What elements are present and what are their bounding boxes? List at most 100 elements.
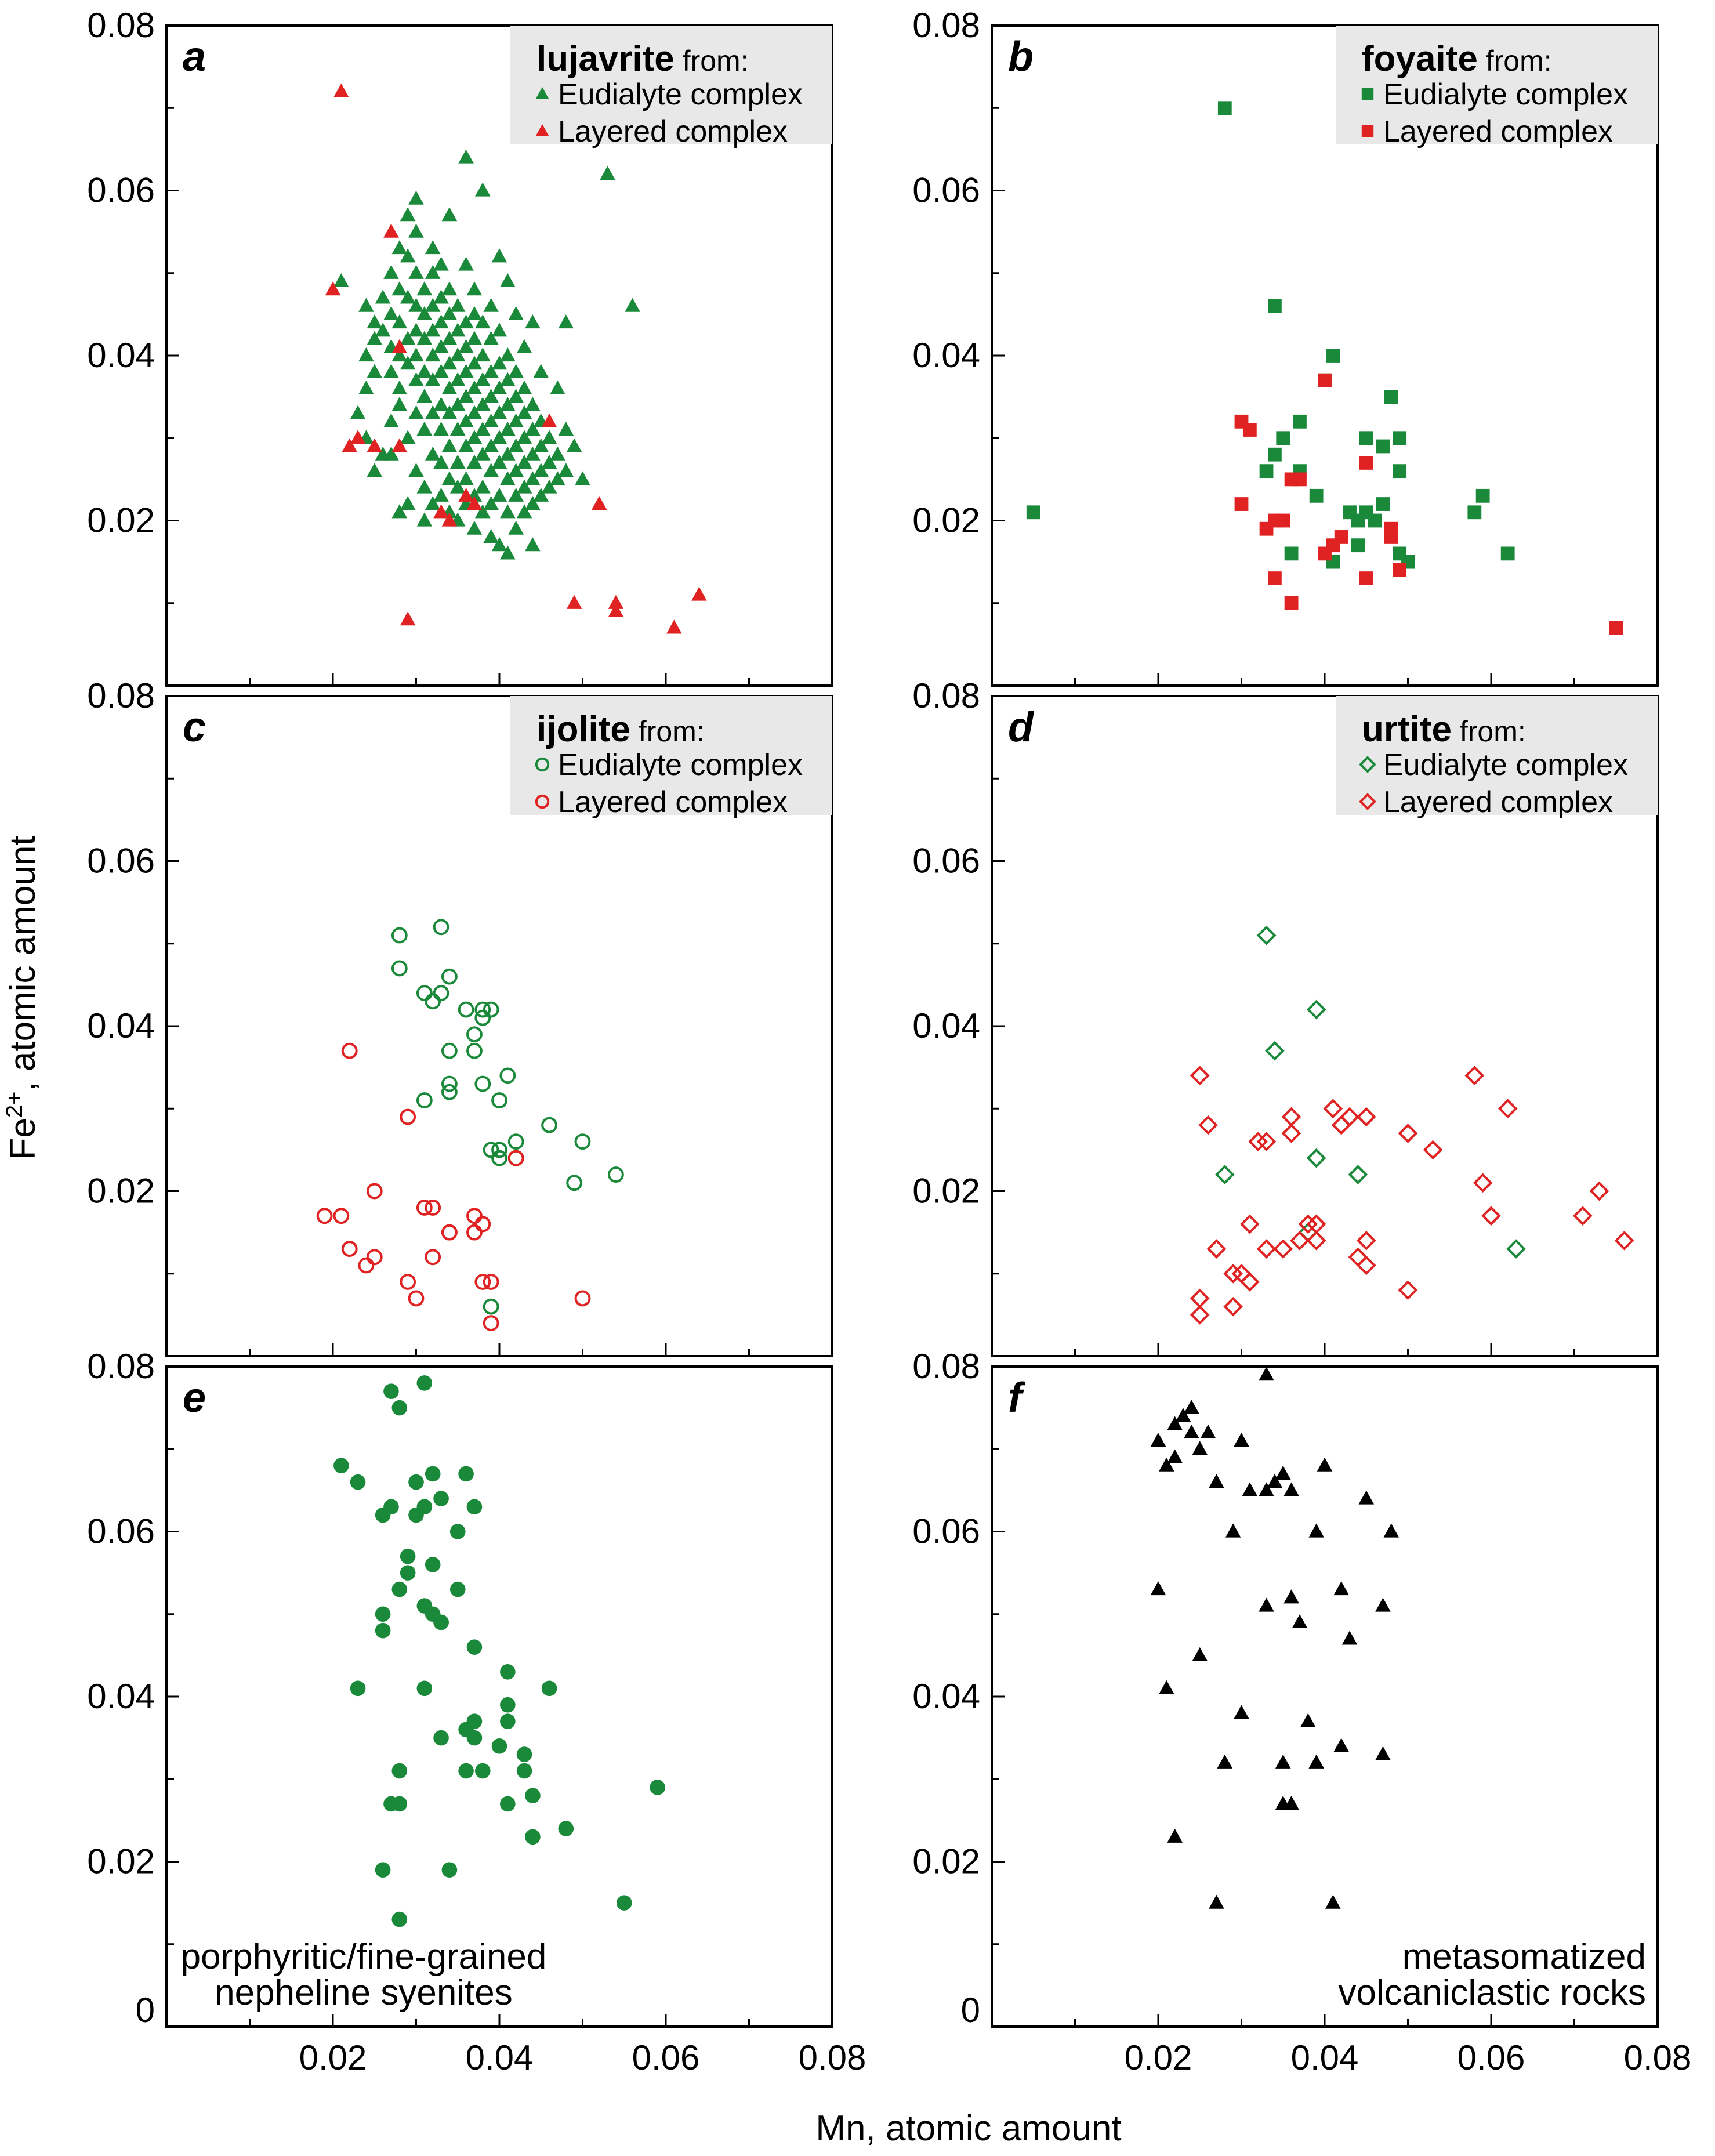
data-point: [1306, 1231, 1326, 1251]
y-tick-label: 0.02: [912, 1842, 980, 1881]
data-point: [1333, 1738, 1349, 1752]
data-point: [425, 1557, 441, 1572]
data-point: [491, 405, 507, 419]
data-point: [500, 372, 516, 386]
data-point: [507, 1133, 524, 1150]
data-point: [391, 347, 408, 362]
data-point: [466, 1639, 483, 1655]
data-point: [1268, 571, 1282, 585]
data-point: [1167, 1449, 1183, 1463]
panel-f: 0 0.02 0.04 0.06 0.08 0.02 0.04 0.06 0.08 f metaso…: [912, 1347, 1691, 2077]
data-point: [1475, 488, 1490, 503]
y-tick-label: 0.06: [87, 842, 155, 880]
data-point: [558, 314, 574, 329]
data-point: [383, 264, 399, 279]
data-point: [483, 438, 499, 452]
data-point: [1308, 1754, 1324, 1769]
data-point: [1200, 1424, 1216, 1438]
data-point: [433, 454, 449, 469]
legend-rock-name: ijolite: [536, 709, 630, 749]
legend-marker: [535, 757, 550, 772]
data-point: [574, 1290, 591, 1307]
data-point: [483, 413, 499, 427]
data-point: [367, 314, 383, 329]
data-point: [466, 356, 483, 370]
data-point: [466, 1713, 483, 1729]
data-point: [441, 1042, 458, 1059]
data-point: [449, 1524, 466, 1539]
data-point: [508, 520, 524, 535]
data-point: [416, 281, 433, 296]
data-point: [391, 240, 408, 255]
data-point: [475, 314, 491, 329]
data-point: [616, 1895, 632, 1911]
data-point: [500, 1713, 516, 1729]
data-point: [475, 397, 491, 411]
data-point: [358, 1257, 375, 1274]
data-point: [1506, 1239, 1526, 1259]
data-point: [1281, 1107, 1301, 1127]
data-point: [1609, 621, 1623, 635]
data-point: [466, 1730, 483, 1746]
legend-label: Layered complex: [1383, 115, 1613, 148]
data-point: [350, 430, 366, 444]
legend-label: Eudialyte complex: [1383, 78, 1628, 111]
data-point: [525, 1829, 541, 1845]
data-point: [550, 380, 565, 394]
data-point: [408, 347, 424, 362]
data-point: [1248, 1132, 1268, 1151]
data-point: [408, 264, 424, 279]
data-point: [375, 1622, 391, 1639]
data-point: [441, 1075, 458, 1092]
data-point: [483, 1274, 499, 1290]
data-point: [383, 306, 399, 320]
data-point: [433, 1730, 449, 1746]
data-point: [391, 397, 408, 411]
legend-rock-name: urtite: [1362, 709, 1452, 749]
panel-e: 0 0.02 0.04 0.06 0.08 0.02 0.04 0.06 0.08 e porphy…: [87, 1347, 866, 2077]
data-point: [491, 356, 507, 370]
data-point: [474, 1001, 491, 1018]
data-point: [416, 1375, 433, 1391]
data-point: [350, 1474, 366, 1490]
data-point: [441, 1224, 458, 1241]
x-tick-label: 0.04: [1291, 2038, 1359, 2077]
data-point: [1275, 1754, 1291, 1769]
data-point: [425, 323, 441, 337]
y-tick-label: 0.06: [912, 171, 980, 210]
data-point: [1359, 431, 1373, 445]
data-point: [500, 397, 516, 411]
data-point: [483, 1142, 499, 1158]
data-point: [408, 298, 424, 312]
legend-marker: [535, 87, 549, 99]
data-point: [516, 339, 532, 353]
panel-d: 0.02 0.04 0.06 0.08 d urtite from:Eudialyte c…: [912, 676, 1659, 1357]
data-point: [491, 380, 507, 394]
legend-title: urtite from:: [1362, 709, 1526, 749]
y-tick-label: 0: [136, 1991, 155, 2030]
y-tick-label: 0.08: [87, 6, 155, 45]
legend-from: from:: [630, 715, 705, 748]
data-point: [1309, 488, 1324, 503]
data-point: [600, 166, 615, 180]
data-point: [400, 356, 416, 370]
data-point: [500, 471, 516, 485]
data-point: [408, 463, 424, 477]
data-point: [333, 1208, 350, 1224]
data-point: [1190, 1066, 1210, 1086]
data-point: [1209, 1894, 1224, 1909]
data-point: [1348, 1247, 1368, 1267]
data-point: [449, 397, 466, 411]
data-point: [1317, 1457, 1333, 1472]
data-point: [1498, 1099, 1518, 1119]
data-point: [433, 919, 449, 936]
y-tick-label: 0.02: [87, 501, 155, 540]
data-point: [1334, 530, 1348, 544]
data-point: [408, 405, 424, 419]
x-tick-label: 0.04: [466, 2038, 534, 2077]
data-point: [508, 364, 524, 378]
data-point: [433, 1491, 449, 1506]
panels-layer: 0.020.040.060.08a lujavrite from:Eudialyt…: [87, 6, 1691, 2077]
data-point: [383, 1499, 399, 1515]
data-point: [458, 364, 474, 378]
